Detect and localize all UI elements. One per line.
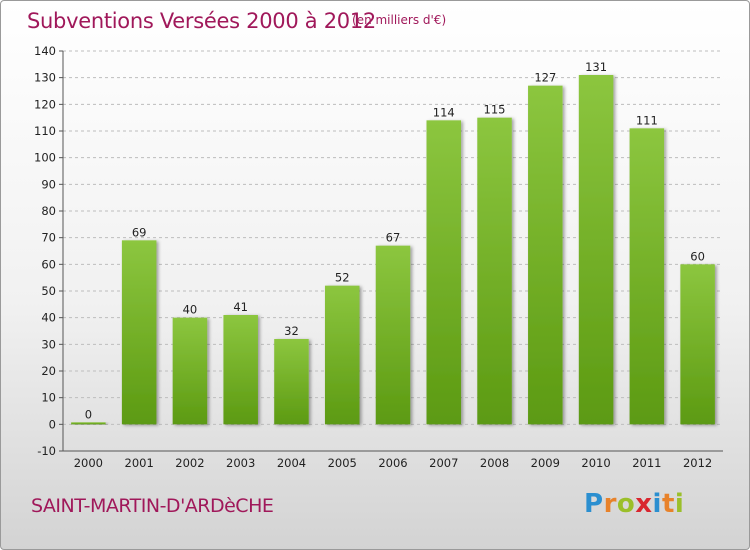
data-label-2008: 115 <box>484 103 506 117</box>
y-tick-label: 120 <box>34 97 56 111</box>
x-tick-label-2000: 2000 <box>74 456 103 470</box>
y-tick-label: 50 <box>41 284 56 298</box>
bar-2012 <box>680 264 715 425</box>
x-tick-label-2012: 2012 <box>683 456 712 470</box>
x-tick-label-2010: 2010 <box>581 456 610 470</box>
bar-2001 <box>121 240 157 425</box>
x-tick-label-2006: 2006 <box>378 456 407 470</box>
bar-2007 <box>426 120 462 425</box>
bar-2009 <box>528 85 563 425</box>
x-tick-label-2002: 2002 <box>175 456 204 470</box>
data-label-2004: 32 <box>284 324 299 338</box>
data-label-2001: 69 <box>132 225 147 239</box>
logo-letter: o <box>616 489 636 519</box>
y-tick-label: 110 <box>34 124 56 138</box>
x-tick-label-2005: 2005 <box>328 456 357 470</box>
y-tick-label: 10 <box>41 391 56 405</box>
bar-2000 <box>71 422 106 425</box>
labels: 0 2000 69 2001 40 2002 41 2003 32 2004 52 2005 67 200… <box>74 60 713 470</box>
x-tick-label-2008: 2008 <box>480 456 509 470</box>
y-tick-label: 130 <box>34 71 56 85</box>
data-label-2011: 111 <box>636 113 658 127</box>
x-tick-label-2003: 2003 <box>226 456 255 470</box>
bar-2011 <box>629 128 665 425</box>
data-label-2000: 0 <box>85 407 92 421</box>
logo-letter: r <box>603 489 617 519</box>
bar-2002 <box>172 317 208 425</box>
data-label-2009: 127 <box>534 71 556 85</box>
bar-2006 <box>375 245 411 425</box>
commune-name: SAINT-MARTIN-D'ARDèCHE <box>31 495 274 517</box>
y-tick-label: 0 <box>49 417 56 431</box>
bar-2004 <box>274 339 309 425</box>
y-tick-label: -10 <box>37 444 56 458</box>
x-tick-label-2011: 2011 <box>632 456 661 470</box>
y-tick-label: 80 <box>41 204 56 218</box>
data-label-2012: 60 <box>690 249 705 263</box>
logo-letter: P <box>584 489 604 519</box>
x-tick-label-2009: 2009 <box>531 456 560 470</box>
y-tick-label: 60 <box>41 257 56 271</box>
chart-subtitle: (en milliers d'€) <box>352 13 447 27</box>
data-label-2003: 41 <box>233 300 248 314</box>
x-tick-label-2007: 2007 <box>429 456 458 470</box>
logo-letter: i <box>674 489 685 519</box>
y-tick-label: 40 <box>41 311 56 325</box>
bars <box>71 75 715 425</box>
bar-2008 <box>477 117 512 425</box>
proxiti-logo: Proxiti <box>584 489 684 519</box>
bar-2010 <box>578 75 614 425</box>
chart-title: Subventions Versées 2000 à 2012 <box>27 9 376 33</box>
bar-2005 <box>324 285 360 425</box>
axes: -10 0 10 20 30 40 50 60 70 80 90 100 110 120 130 140 <box>34 44 723 458</box>
y-tick-label: 20 <box>41 364 56 378</box>
data-label-2005: 52 <box>335 271 350 285</box>
logo-letter: x <box>635 489 653 519</box>
data-label-2010: 131 <box>585 60 607 74</box>
data-label-2007: 114 <box>433 105 455 119</box>
logo-letter: i <box>652 489 662 519</box>
y-tick-label: 140 <box>34 44 56 58</box>
x-tick-label-2004: 2004 <box>277 456 306 470</box>
data-label-2002: 40 <box>183 303 198 317</box>
y-tick-label: 90 <box>41 177 56 191</box>
data-label-2006: 67 <box>386 231 401 245</box>
x-tick-label-2001: 2001 <box>125 456 154 470</box>
y-tick-label: 70 <box>41 231 56 245</box>
logo-letter: t <box>661 489 675 519</box>
bar-2003 <box>223 315 258 425</box>
y-tick-label: 30 <box>41 337 56 351</box>
y-tick-label: 100 <box>34 151 56 165</box>
